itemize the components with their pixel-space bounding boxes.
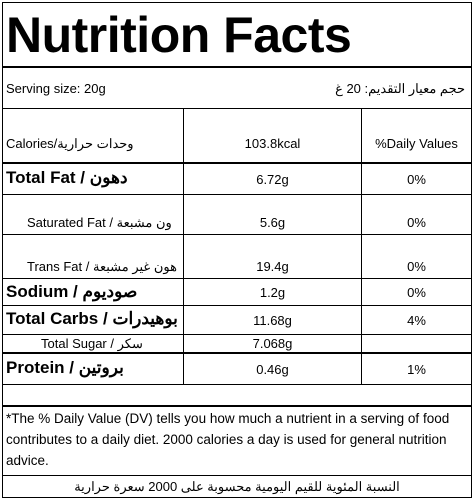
divider bbox=[3, 66, 471, 68]
table-row: Total Carbs / بوهيدرات 11.68g 4% bbox=[3, 306, 471, 334]
table-row: Sodium / صوديوم 1.2g 0% bbox=[3, 279, 471, 305]
daily-values-header: %Daily Values bbox=[375, 136, 458, 151]
divider bbox=[3, 475, 471, 476]
row-value: 7.068g bbox=[252, 336, 293, 351]
divider bbox=[3, 384, 471, 385]
divider bbox=[3, 352, 471, 354]
row-value: 11.68g bbox=[253, 313, 292, 328]
calories-label: Calories/وحدات حرارية bbox=[6, 136, 134, 151]
divider bbox=[3, 305, 471, 306]
serving-row: Serving size: 20g حجم معيار التقديم: 20 … bbox=[3, 68, 471, 108]
row-label: Sodium / صوديوم bbox=[6, 282, 138, 301]
divider bbox=[3, 334, 471, 335]
row-value: 1.2g bbox=[259, 285, 286, 300]
row-label: Protein / بروتين bbox=[6, 358, 124, 377]
row-dv: 1% bbox=[407, 362, 426, 377]
calories-value: 103.8kcal bbox=[244, 136, 301, 151]
table-row: Saturated Fat / ون مشبعة 5.6g 0% bbox=[3, 195, 471, 234]
divider bbox=[3, 162, 471, 164]
row-dv: 4% bbox=[407, 313, 426, 328]
nutrition-title: Nutrition Facts bbox=[6, 7, 352, 63]
row-dv: 0% bbox=[407, 172, 426, 187]
row-value: 6.72g bbox=[256, 172, 289, 187]
row-label: Total Fat / دهون bbox=[6, 168, 128, 187]
divider bbox=[3, 108, 471, 109]
table-row: Protein / بروتين 0.46g 1% bbox=[3, 354, 471, 384]
table-row: Total Sugar / سكر 7.068g bbox=[3, 335, 471, 352]
row-label: Trans Fat / هون غير مشبعة bbox=[27, 259, 177, 274]
row-label: Saturated Fat / ون مشبعة bbox=[27, 215, 172, 230]
serving-size-en: Serving size: 20g bbox=[6, 81, 106, 96]
row-value: 0.46g bbox=[256, 362, 289, 377]
daily-value-footnote: *The % Daily Value (DV) tells you how mu… bbox=[6, 411, 450, 468]
nutrition-facts-panel: Nutrition Facts Serving size: 20g حجم مع… bbox=[2, 2, 472, 498]
serving-size-ar: حجم معيار التقديم: 20 غ bbox=[335, 81, 465, 96]
calories-row: Calories/وحدات حرارية 103.8kcal %Daily V… bbox=[3, 109, 471, 162]
divider bbox=[3, 234, 471, 235]
row-dv: 0% bbox=[407, 259, 426, 274]
divider bbox=[3, 194, 471, 195]
table-row: Trans Fat / هون غير مشبعة 19.4g 0% bbox=[3, 235, 471, 278]
table-row: Total Fat / دهون 6.72g 0% bbox=[3, 164, 471, 194]
row-value: 19.4g bbox=[256, 259, 289, 274]
row-label: Total Sugar / سكر bbox=[41, 336, 143, 351]
daily-value-footnote-arabic: النسبة المئوية للقيم اليومية محسوبة على … bbox=[74, 479, 400, 494]
row-value: 5.6g bbox=[259, 215, 286, 230]
divider bbox=[3, 278, 471, 279]
row-dv: 0% bbox=[407, 215, 426, 230]
divider bbox=[3, 405, 471, 407]
row-dv: 0% bbox=[407, 285, 426, 300]
row-label: Total Carbs / بوهيدرات bbox=[6, 309, 178, 328]
